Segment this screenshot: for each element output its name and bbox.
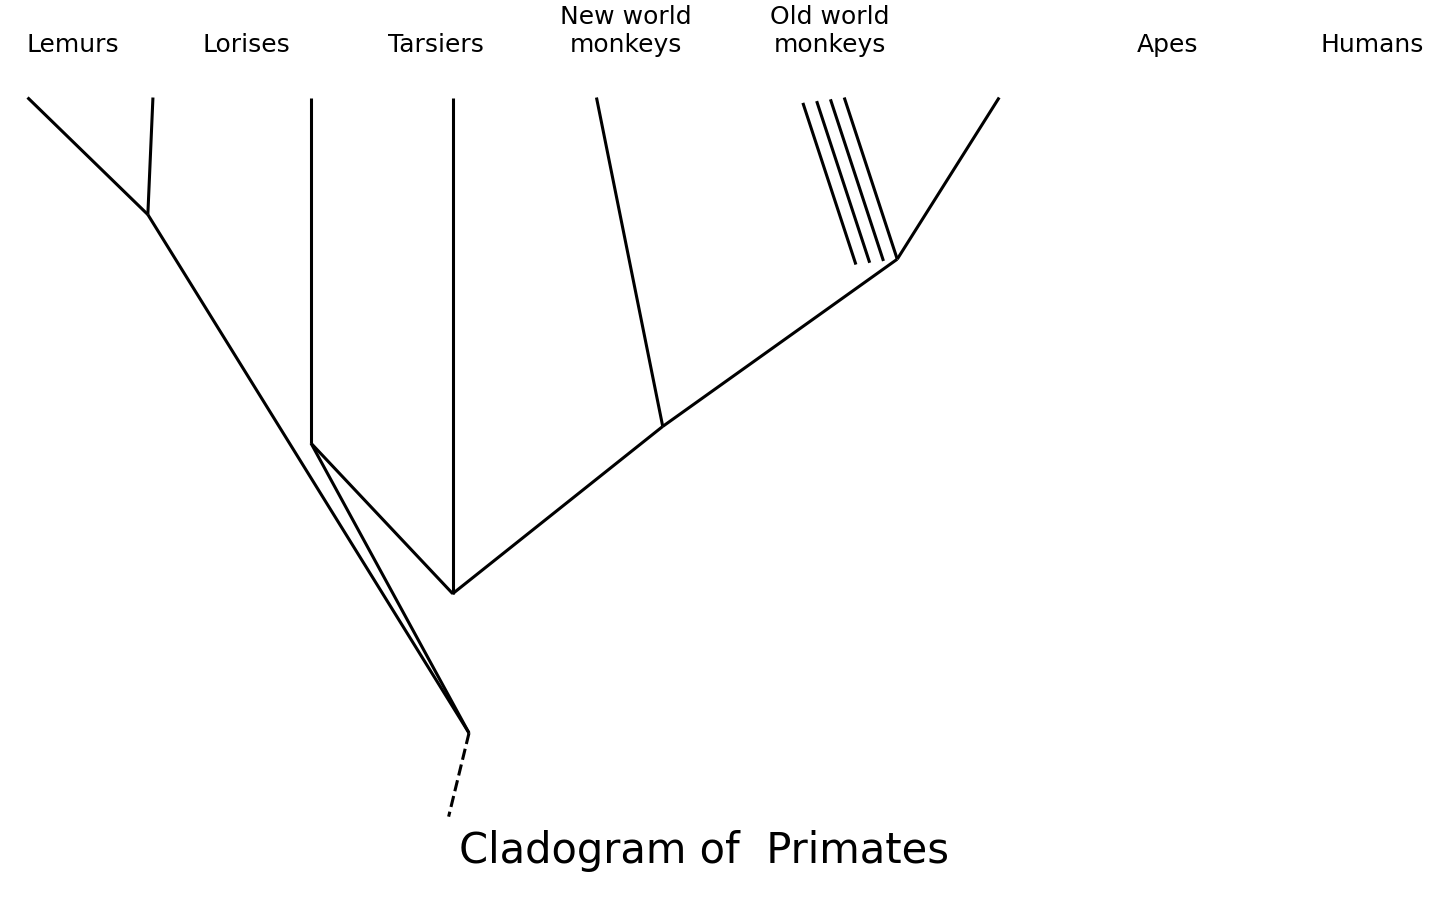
Text: Lemurs: Lemurs — [27, 33, 119, 57]
Text: Old world
monkeys: Old world monkeys — [770, 6, 890, 57]
Text: Lorises: Lorises — [202, 33, 290, 57]
Text: Humans: Humans — [1321, 33, 1424, 57]
Text: Cladogram of  Primates: Cladogram of Primates — [458, 830, 949, 871]
Text: Apes: Apes — [1138, 33, 1199, 57]
Text: New world
monkeys: New world monkeys — [561, 6, 693, 57]
Text: Tarsiers: Tarsiers — [388, 33, 484, 57]
